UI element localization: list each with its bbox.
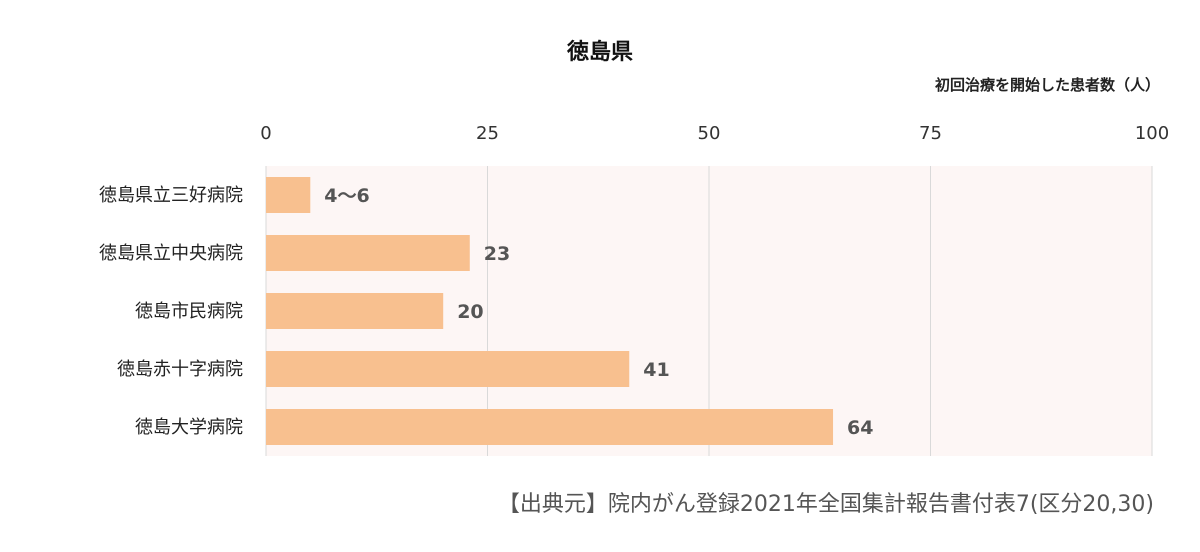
bar: [266, 235, 470, 271]
data-label: 4～6: [324, 185, 369, 207]
data-label: 23: [484, 243, 510, 265]
x-tick-label: 25: [476, 123, 499, 144]
chart-title: 徳島県: [566, 40, 633, 65]
data-label: 64: [847, 417, 873, 439]
data-label: 20: [457, 301, 483, 323]
bar: [266, 409, 834, 445]
category-label: 徳島大学病院: [135, 417, 243, 438]
x-tick-label: 100: [1135, 123, 1169, 144]
category-label: 徳島県立中央病院: [99, 243, 243, 264]
category-label: 徳島赤十字病院: [117, 359, 243, 380]
bar: [266, 351, 630, 387]
bar: [266, 293, 444, 329]
unit-label: 初回治療を開始した患者数（人）: [934, 76, 1160, 94]
x-tick-label: 50: [698, 123, 721, 144]
x-tick-label: 0: [260, 123, 271, 144]
category-label: 徳島県立三好病院: [99, 185, 243, 206]
category-label: 徳島市民病院: [135, 301, 243, 322]
bar: [266, 177, 311, 213]
x-tick-label: 75: [919, 123, 942, 144]
data-label: 41: [643, 359, 669, 381]
source-note: 【出典元】院内がん登録2021年全国集計報告書付表7(区分20,30): [497, 492, 1154, 517]
